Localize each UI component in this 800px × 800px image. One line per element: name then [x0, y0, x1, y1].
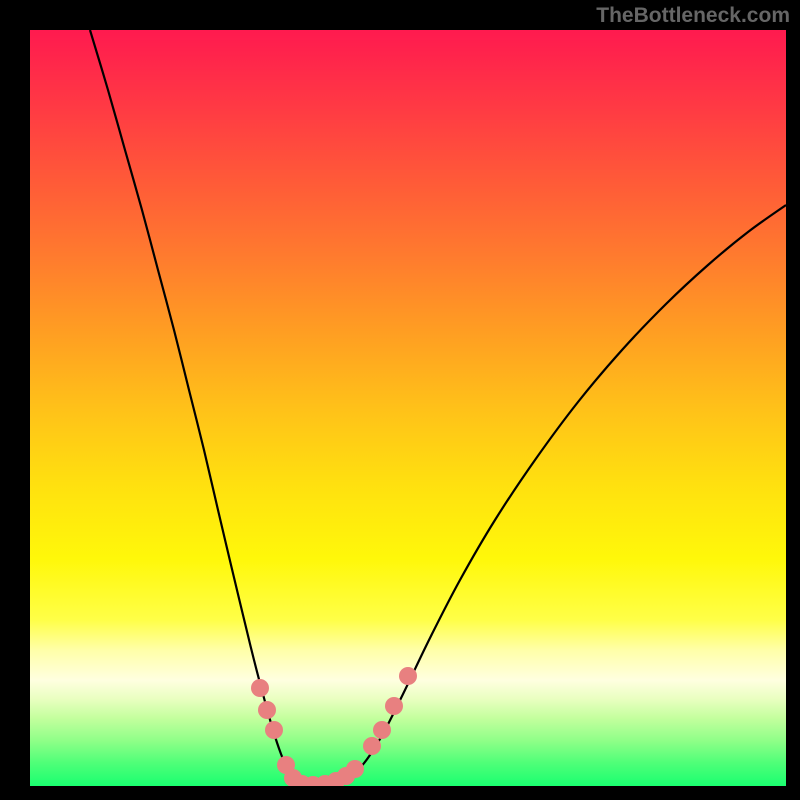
data-marker — [251, 679, 269, 697]
bottleneck-curve — [90, 30, 786, 786]
curve-overlay — [30, 30, 786, 786]
data-marker — [258, 701, 276, 719]
data-marker — [399, 667, 417, 685]
data-marker — [363, 737, 381, 755]
data-marker — [385, 697, 403, 715]
chart-container: TheBottleneck.com — [0, 0, 800, 800]
watermark-text: TheBottleneck.com — [596, 4, 790, 28]
data-marker — [373, 721, 391, 739]
data-marker — [346, 760, 364, 778]
plot-area — [30, 30, 786, 786]
data-marker — [265, 721, 283, 739]
